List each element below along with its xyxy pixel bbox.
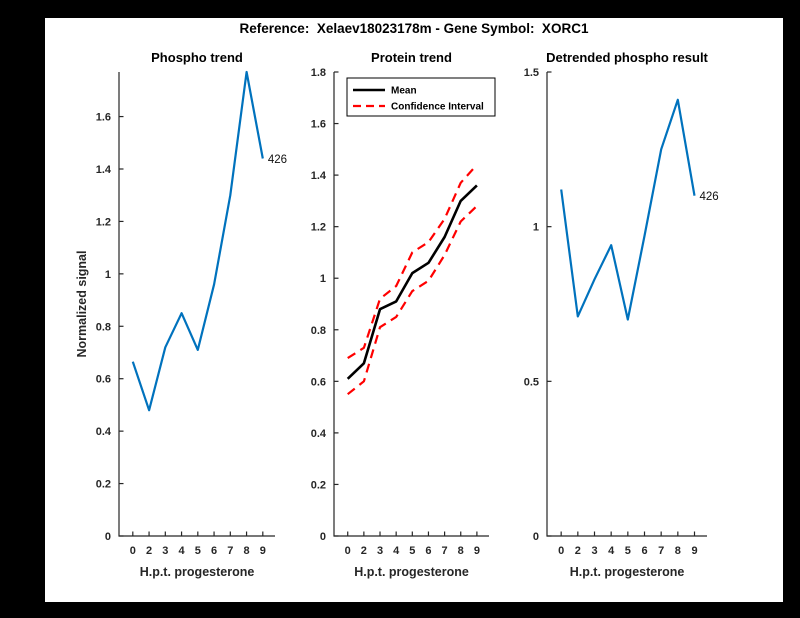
legend-box bbox=[346, 77, 496, 117]
y-tick-label: 1.4 bbox=[311, 170, 327, 182]
point-label: 426 bbox=[700, 191, 719, 203]
x-axis-label: H.p.t. progesterone bbox=[570, 565, 685, 579]
y-tick-label: 0.6 bbox=[96, 374, 111, 386]
series-confidence-upper bbox=[347, 164, 478, 360]
x-tick-label: 0 bbox=[345, 545, 351, 557]
y-tick-label: 0.5 bbox=[524, 376, 539, 388]
y-tick-label: 1.6 bbox=[311, 119, 326, 131]
y-tick-label: 0.2 bbox=[311, 479, 326, 491]
point-label: 426 bbox=[268, 154, 287, 166]
subplot-title: Detrended phospho result bbox=[546, 50, 708, 65]
y-tick-label: 0.8 bbox=[311, 325, 326, 337]
x-tick-label: 2 bbox=[146, 545, 152, 557]
axes-spines bbox=[546, 72, 707, 537]
y-axis-label: Normalized signal bbox=[75, 251, 89, 358]
x-tick-label: 8 bbox=[458, 545, 464, 557]
legend: Mean Confidence Interval bbox=[346, 77, 496, 117]
x-tick-label: 6 bbox=[641, 545, 647, 557]
y-tick-label: 1.8 bbox=[311, 67, 326, 79]
x-tick-label: 4 bbox=[179, 545, 186, 557]
x-tick-label: 7 bbox=[658, 545, 664, 557]
x-tick-label: 4 bbox=[608, 545, 615, 557]
y-tick-label: 1 bbox=[320, 273, 326, 285]
x-tick-label: 7 bbox=[227, 545, 233, 557]
x-axis-label: H.p.t. progesterone bbox=[354, 565, 469, 579]
y-tick-label: 0 bbox=[105, 531, 111, 543]
x-tick-label: 3 bbox=[162, 545, 168, 557]
x-tick-label: 0 bbox=[558, 545, 564, 557]
x-tick-label: 8 bbox=[244, 545, 250, 557]
x-tick-label: 5 bbox=[409, 545, 415, 557]
y-tick-label: 0.8 bbox=[96, 321, 111, 333]
x-tick-label: 0 bbox=[130, 545, 136, 557]
y-tick-label: 0.2 bbox=[96, 479, 111, 491]
y-tick-label: 1.2 bbox=[96, 216, 111, 228]
x-tick-label: 2 bbox=[575, 545, 581, 557]
figure-title: Reference: Xelaev18023178m - Gene Symbol… bbox=[239, 21, 589, 36]
x-tick-label: 9 bbox=[691, 545, 697, 557]
phospho-trend-chart: 00.20.40.60.811.21.41.60 2 3 4 5 6 7 8 9Phospho … bbox=[75, 50, 287, 579]
x-tick-label: 9 bbox=[474, 545, 480, 557]
y-tick-label: 0.6 bbox=[311, 376, 326, 388]
y-tick-label: 1.4 bbox=[96, 164, 112, 176]
x-tick-label: 8 bbox=[675, 545, 681, 557]
subplot-title: Protein trend bbox=[371, 50, 452, 65]
x-tick-label: 5 bbox=[625, 545, 631, 557]
series-mean bbox=[346, 184, 478, 380]
x-tick-label: 3 bbox=[591, 545, 597, 557]
x-axis-label: H.p.t. progesterone bbox=[140, 565, 255, 579]
figure-canvas: Reference: Xelaev18023178m - Gene Symbol… bbox=[45, 18, 783, 602]
y-tick-label: 0.4 bbox=[96, 426, 112, 438]
series-confidence-lower bbox=[347, 205, 478, 396]
legend-label: Confidence Interval bbox=[391, 102, 484, 113]
series-phospho-signal bbox=[131, 70, 264, 412]
y-tick-label: 0 bbox=[320, 531, 326, 543]
y-tick-label: 1.6 bbox=[96, 112, 111, 124]
x-tick-label: 7 bbox=[442, 545, 448, 557]
subplot-title: Phospho trend bbox=[151, 50, 243, 65]
legend-label: Mean bbox=[391, 86, 417, 97]
y-tick-label: 0 bbox=[533, 531, 539, 543]
protein-trend-chart: 00.20.40.60.811.21.41.61.80 2 3 4 5 6 7 8 9Prote… bbox=[311, 50, 496, 579]
x-tick-label: 4 bbox=[393, 545, 400, 557]
x-tick-label: 2 bbox=[361, 545, 367, 557]
x-tick-label: 6 bbox=[425, 545, 431, 557]
series-detrended-phospho bbox=[560, 98, 696, 321]
y-tick-label: 1 bbox=[105, 269, 111, 281]
y-tick-label: 1 bbox=[533, 222, 539, 234]
x-tick-label: 5 bbox=[195, 545, 201, 557]
y-tick-label: 1.2 bbox=[311, 222, 326, 234]
x-tick-label: 6 bbox=[211, 545, 217, 557]
y-tick-label: 1.5 bbox=[524, 67, 539, 79]
x-tick-label: 3 bbox=[377, 545, 383, 557]
x-tick-label: 9 bbox=[260, 545, 266, 557]
y-tick-label: 0.4 bbox=[311, 428, 327, 440]
